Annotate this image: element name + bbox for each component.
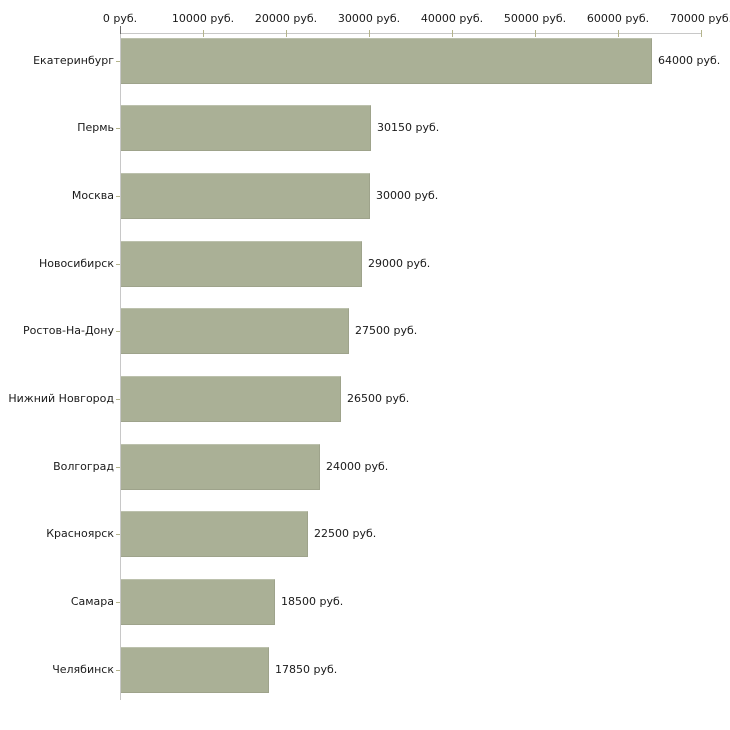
value-label: 30150 руб. (377, 121, 440, 134)
bar-5 (121, 308, 349, 354)
category-label: Пермь (77, 121, 114, 134)
value-label: 18500 руб. (281, 595, 344, 608)
y-axis-tick (116, 534, 120, 535)
x-axis-tick-label: 40000 руб. (420, 12, 484, 25)
x-axis-line (120, 33, 702, 34)
value-label: 17850 руб. (275, 663, 338, 676)
x-axis-tick-label: 30000 руб. (337, 12, 401, 25)
value-label: 24000 руб. (326, 460, 389, 473)
y-axis-tick (116, 670, 120, 671)
category-label: Челябинск (52, 663, 114, 676)
value-label: 30000 руб. (376, 189, 439, 202)
category-label: Красноярск (46, 527, 114, 540)
y-axis-tick (116, 399, 120, 400)
x-axis-tick (120, 26, 121, 34)
bar-3 (121, 173, 370, 219)
x-axis-tick-label: 20000 руб. (254, 12, 318, 25)
x-axis-tick (369, 30, 370, 37)
x-axis-tick-label: 10000 руб. (171, 12, 235, 25)
y-axis-tick (116, 61, 120, 62)
value-label: 27500 руб. (355, 324, 418, 337)
category-label: Волгоград (53, 460, 114, 473)
y-axis-tick (116, 331, 120, 332)
value-label: 22500 руб. (314, 527, 377, 540)
category-label: Новосибирск (38, 257, 114, 270)
y-axis-tick (116, 264, 120, 265)
bar-9 (121, 579, 275, 625)
category-label: Самара (70, 595, 114, 608)
x-axis-tick (535, 30, 536, 37)
category-label: Нижний Новгород (8, 392, 114, 405)
bar-8 (121, 511, 308, 557)
bar-2 (121, 105, 371, 151)
x-axis-tick-label: 60000 руб. (586, 12, 650, 25)
y-axis-tick (116, 128, 120, 129)
x-axis-tick (286, 30, 287, 37)
x-axis-tick-label: 50000 руб. (503, 12, 567, 25)
bar-10 (121, 647, 269, 693)
y-axis-line (120, 33, 121, 700)
bar-7 (121, 444, 320, 490)
value-label: 64000 руб. (658, 54, 721, 67)
x-axis-tick-label: 0 руб. (102, 12, 138, 25)
category-label: Екатеринбург (33, 54, 114, 67)
x-axis-tick (701, 30, 702, 37)
bar-4 (121, 241, 362, 287)
x-axis-tick (203, 30, 204, 37)
x-axis-tick (618, 30, 619, 37)
x-axis-tick-label: 70000 руб. (669, 12, 730, 25)
category-label: Ростов-На-Дону (22, 324, 114, 337)
x-axis-tick (452, 30, 453, 37)
bar-1 (121, 38, 652, 84)
y-axis-tick (116, 467, 120, 468)
y-axis-tick (116, 602, 120, 603)
value-label: 26500 руб. (347, 392, 410, 405)
value-label: 29000 руб. (368, 257, 431, 270)
category-label: Москва (71, 189, 114, 202)
y-axis-tick (116, 196, 120, 197)
bar-6 (121, 376, 341, 422)
